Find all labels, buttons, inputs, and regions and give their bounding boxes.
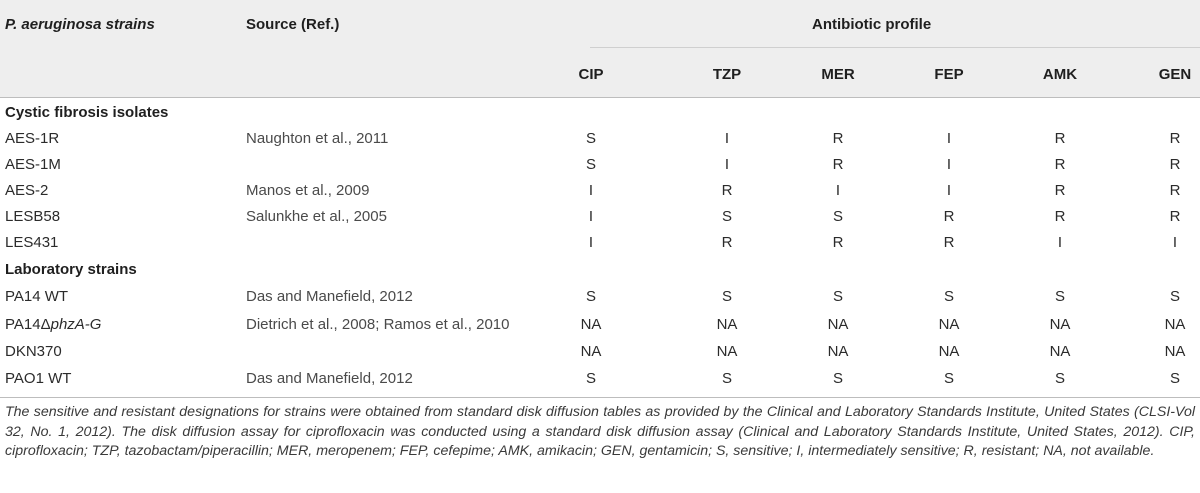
strain-cell: PA14ΔphzA-G: [5, 316, 101, 334]
value-cell: R: [1054, 130, 1066, 147]
value-cell: NA: [580, 316, 602, 333]
value-cell: NA: [1049, 343, 1071, 360]
header-bottom-rule: [0, 97, 1200, 98]
value-cell: R: [943, 208, 955, 225]
header-gen: GEN: [1158, 66, 1192, 83]
value-cell: S: [585, 156, 596, 173]
value-cell: NA: [827, 316, 849, 333]
value-cell: NA: [716, 316, 738, 333]
value-cell: NA: [1164, 316, 1186, 333]
value-cell: NA: [580, 343, 602, 360]
value-cell: S: [1054, 370, 1065, 387]
header-antibiotic-profile: Antibiotic profile: [812, 16, 932, 33]
value-cell: S: [585, 288, 596, 305]
value-cell: NA: [716, 343, 738, 360]
value-cell: S: [943, 370, 954, 387]
strain-cell: LES431: [5, 234, 59, 251]
header-source: Source (Ref.): [246, 16, 340, 33]
value-cell: S: [721, 370, 732, 387]
value-cell: R: [1169, 130, 1181, 147]
value-cell: I: [588, 234, 594, 251]
value-cell: S: [1169, 288, 1180, 305]
header-band: [0, 0, 1200, 97]
source-cell: Dietrich et al., 2008; Ramos et al., 201…: [246, 316, 510, 333]
value-cell: I: [724, 130, 730, 147]
value-cell: R: [1054, 156, 1066, 173]
section-title: Cystic fibrosis isolates: [5, 104, 169, 121]
value-cell: NA: [1049, 316, 1071, 333]
value-cell: S: [1054, 288, 1065, 305]
value-cell: NA: [938, 316, 960, 333]
value-cell: S: [585, 130, 596, 147]
value-cell: I: [946, 182, 952, 199]
value-cell: R: [721, 234, 733, 251]
header-mer: MER: [821, 66, 855, 83]
value-cell: S: [943, 288, 954, 305]
source-cell: Naughton et al., 2011: [246, 130, 389, 147]
strain-cell: LESB58: [5, 208, 61, 225]
strain-cell: PAO1 WT: [5, 370, 72, 387]
table-bottom-rule: [0, 397, 1200, 398]
value-cell: S: [832, 208, 843, 225]
strain-cell: AES-2: [5, 182, 49, 199]
value-cell: R: [721, 182, 733, 199]
value-cell: I: [724, 156, 730, 173]
value-cell: R: [1169, 208, 1181, 225]
value-cell: S: [721, 208, 732, 225]
value-cell: I: [835, 182, 841, 199]
source-cell: Das and Manefield, 2012: [246, 370, 413, 387]
header-subrule: [590, 47, 1200, 48]
section-title: Laboratory strains: [5, 261, 137, 278]
header-fep: FEP: [934, 66, 964, 83]
strain-cell: PA14 WT: [5, 288, 69, 305]
value-cell: NA: [1164, 343, 1186, 360]
source-cell: Das and Manefield, 2012: [246, 288, 413, 305]
header-amk: AMK: [1042, 66, 1078, 83]
strain-cell: AES-1R: [5, 130, 60, 147]
source-cell: Manos et al., 2009: [246, 182, 370, 199]
strain-cell: DKN370: [5, 343, 62, 360]
strain-italic-suffix: phzA-G: [50, 316, 102, 333]
value-cell: R: [1054, 182, 1066, 199]
value-cell: R: [832, 130, 844, 147]
value-cell: NA: [827, 343, 849, 360]
value-cell: S: [585, 370, 596, 387]
value-cell: I: [1057, 234, 1063, 251]
table-footnote: The sensitive and resistant designations…: [5, 404, 1195, 459]
value-cell: I: [588, 182, 594, 199]
value-cell: S: [721, 288, 732, 305]
value-cell: R: [832, 234, 844, 251]
value-cell: I: [946, 130, 952, 147]
value-cell: R: [943, 234, 955, 251]
value-cell: R: [832, 156, 844, 173]
strain-prefix: PA14Δ: [5, 316, 51, 333]
value-cell: I: [588, 208, 594, 225]
source-cell: Salunkhe et al., 2005: [246, 208, 387, 225]
value-cell: S: [1169, 370, 1180, 387]
header-tzp: TZP: [712, 66, 742, 83]
header-cip: CIP: [578, 66, 604, 83]
value-cell: S: [832, 288, 843, 305]
value-cell: S: [832, 370, 843, 387]
value-cell: NA: [938, 343, 960, 360]
strain-cell: AES-1M: [5, 156, 61, 173]
value-cell: R: [1169, 156, 1181, 173]
value-cell: I: [946, 156, 952, 173]
header-strain: P. aeruginosa strains: [5, 16, 155, 33]
value-cell: R: [1054, 208, 1066, 225]
value-cell: R: [1169, 182, 1181, 199]
value-cell: I: [1172, 234, 1178, 251]
